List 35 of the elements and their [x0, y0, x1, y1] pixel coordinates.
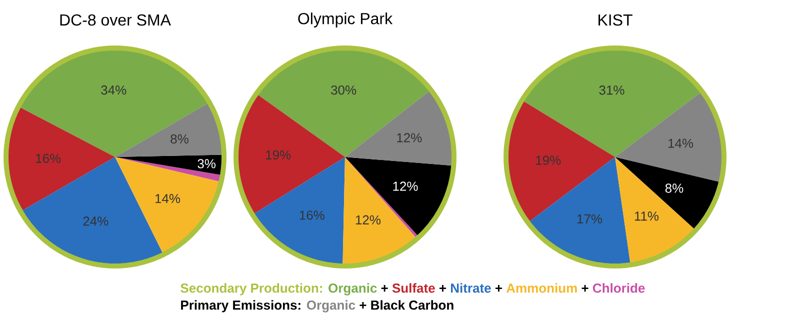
data-label: 12% [393, 182, 418, 191]
text: Nitrate [450, 283, 491, 293]
text: + [439, 284, 446, 292]
data-label: 12% [356, 215, 381, 224]
data-label: 34% [101, 85, 126, 95]
text: + [495, 284, 502, 292]
text: Ammonium [506, 283, 577, 293]
data-label: 8% [170, 134, 188, 144]
text: Secondary Production: [180, 283, 322, 296]
chart-title: DC-8 over SMA [60, 14, 171, 26]
data-label: 16% [300, 210, 324, 220]
text: Organic [328, 283, 377, 296]
data-label: 16% [36, 154, 61, 163]
data-label: 17% [577, 214, 602, 224]
data-label: 14% [668, 138, 694, 148]
text: Organic [306, 300, 356, 312]
text: Black Carbon [371, 300, 454, 310]
data-label: 12% [397, 133, 422, 142]
data-label: 19% [536, 156, 561, 165]
chart-title: KIST [598, 14, 632, 26]
text: Primary Emissions: [181, 300, 300, 312]
data-label: 30% [331, 85, 356, 95]
data-label: 11% [634, 212, 659, 221]
data-label: 8% [665, 184, 684, 193]
data-label: 14% [155, 194, 180, 204]
data-label: 31% [599, 86, 624, 95]
text: + [360, 302, 366, 309]
text: Chloride [592, 283, 645, 293]
data-label: 19% [266, 150, 291, 160]
text: + [381, 284, 388, 292]
data-label: 3% [198, 159, 216, 168]
data-label: 24% [83, 216, 108, 226]
text: Sulfate [392, 283, 435, 293]
text: + [582, 284, 588, 292]
chart-title: Olympic Park [298, 12, 393, 28]
